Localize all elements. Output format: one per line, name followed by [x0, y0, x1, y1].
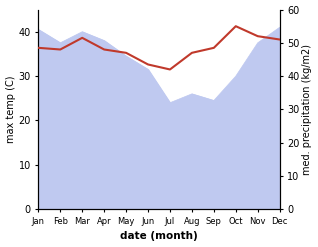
X-axis label: date (month): date (month) — [120, 231, 198, 242]
Y-axis label: max temp (C): max temp (C) — [5, 76, 16, 143]
Y-axis label: med. precipitation (kg/m2): med. precipitation (kg/m2) — [302, 44, 313, 175]
